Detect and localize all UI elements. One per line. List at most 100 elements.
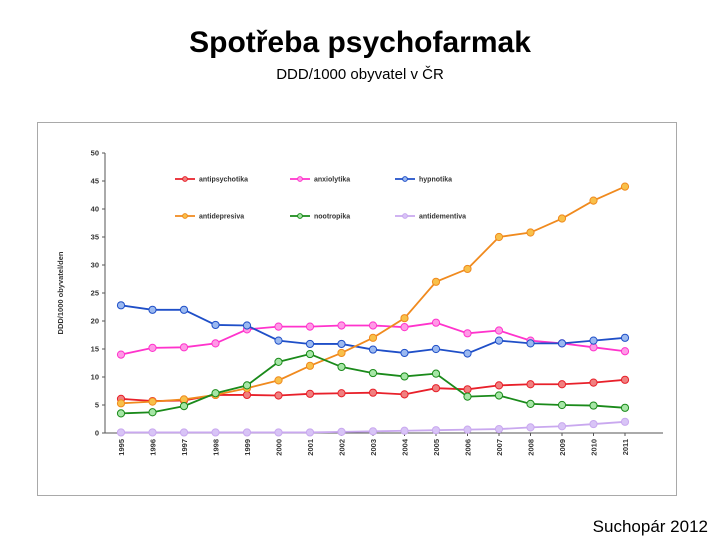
data-point-antipsychotika xyxy=(274,391,283,400)
data-point-hypnotika xyxy=(368,345,378,354)
chart-frame: 0 5 10 15 20 25 30 35 40 45 50 DDD/1000 obyvatel/de… xyxy=(37,122,677,496)
data-point-antidementiva xyxy=(589,419,598,429)
x-tick-label: 1998 xyxy=(212,439,221,456)
data-point-anxiolytika xyxy=(431,318,441,327)
data-point-hypnotika xyxy=(526,339,535,348)
data-point-antidepresiva xyxy=(494,232,504,242)
data-point-nootropika xyxy=(211,389,220,398)
y-tick-label: 50 xyxy=(91,149,99,158)
data-point-antipsychotika xyxy=(526,380,535,389)
data-point-antidepresiva xyxy=(368,333,378,342)
data-point-antidepresiva xyxy=(274,376,283,385)
data-point-nootropika xyxy=(431,369,441,378)
data-point-antidepresiva xyxy=(463,264,472,274)
data-point-antidepresiva xyxy=(116,399,126,408)
legend-label-anxiolytika: anxiolytika xyxy=(314,177,350,184)
data-point-antidepresiva xyxy=(431,277,441,286)
data-point-anxiolytika xyxy=(148,343,157,352)
data-point-antidementiva xyxy=(148,428,157,437)
data-point-nootropika xyxy=(179,402,189,411)
data-point-antipsychotika xyxy=(589,378,598,387)
x-tick-label: 2001 xyxy=(306,439,315,456)
legend-label-antipsychotika: antipsychotika xyxy=(199,177,248,184)
legend-marker-anxiolytika xyxy=(297,176,303,182)
x-tick-label: 2004 xyxy=(401,438,410,456)
x-tick-label: 1997 xyxy=(180,439,189,456)
data-point-antipsychotika xyxy=(620,375,630,384)
y-tick-label: 35 xyxy=(91,233,99,242)
data-point-nootropika xyxy=(557,400,567,410)
y-tick-label: 15 xyxy=(91,345,99,354)
data-point-antidementiva xyxy=(620,417,630,426)
x-tick-label: 2000 xyxy=(275,439,284,456)
data-point-antidepresiva xyxy=(620,182,630,191)
y-tick-label: 10 xyxy=(91,373,99,382)
data-point-anxiolytika xyxy=(400,323,409,332)
x-tick-label: 2008 xyxy=(527,439,536,456)
data-point-antidementiva xyxy=(274,428,283,437)
x-tick-label: 2009 xyxy=(558,439,567,456)
data-point-antidepresiva xyxy=(557,214,567,223)
data-point-anxiolytika xyxy=(494,326,504,335)
x-tick-label: 1995 xyxy=(117,439,126,456)
data-point-anxiolytika xyxy=(620,347,630,356)
legend-marker-hypnotika xyxy=(402,176,408,182)
footer-credit: Suchopár 2012 xyxy=(592,517,708,536)
data-point-antidementiva xyxy=(337,427,346,436)
data-point-nootropika xyxy=(305,349,315,359)
data-point-hypnotika xyxy=(116,301,126,310)
data-point-antidementiva xyxy=(305,428,315,437)
x-tick-label: 2005 xyxy=(432,439,441,456)
data-point-antidementiva xyxy=(179,428,189,437)
data-point-anxiolytika xyxy=(116,350,126,359)
data-point-anxiolytika xyxy=(368,321,378,330)
data-point-antipsychotika xyxy=(463,385,472,394)
x-tick-label: 1996 xyxy=(149,439,158,456)
data-point-antidementiva xyxy=(116,428,126,437)
data-point-hypnotika xyxy=(179,305,189,314)
data-point-hypnotika xyxy=(494,336,504,345)
data-point-antidementiva xyxy=(400,426,409,435)
y-tick-label: 20 xyxy=(91,317,99,326)
x-tick-label: 1999 xyxy=(243,439,252,456)
data-point-nootropika xyxy=(274,357,283,366)
data-point-antipsychotika xyxy=(337,389,346,398)
y-tick-label: 0 xyxy=(95,429,99,438)
data-point-nootropika xyxy=(526,399,535,408)
line-chart: 0 5 10 15 20 25 30 35 40 45 50 DDD/1000 obyvatel/de… xyxy=(56,149,663,456)
data-point-hypnotika xyxy=(148,305,157,314)
data-point-anxiolytika xyxy=(337,321,346,330)
y-tick-label: 25 xyxy=(91,289,99,298)
data-point-antidementiva xyxy=(557,422,567,431)
data-point-hypnotika xyxy=(274,336,283,345)
data-point-nootropika xyxy=(620,403,630,412)
data-point-antidepresiva xyxy=(589,196,598,205)
x-tick-label: 2010 xyxy=(590,439,599,456)
data-point-anxiolytika xyxy=(179,343,189,352)
x-tick-label: 2002 xyxy=(338,439,347,456)
data-point-antidementiva xyxy=(242,428,252,437)
legend-label-hypnotika: hypnotika xyxy=(419,177,452,184)
data-point-antipsychotika xyxy=(368,388,378,397)
y-tick-label: 40 xyxy=(91,205,99,214)
data-point-hypnotika xyxy=(620,333,630,342)
data-point-antipsychotika xyxy=(494,381,504,390)
data-point-hypnotika xyxy=(242,321,252,330)
slide-subtitle: DDD/1000 obyvatel v ČR xyxy=(276,66,444,83)
data-point-antipsychotika xyxy=(431,384,441,393)
legend-marker-antidementiva xyxy=(402,213,408,219)
legend-label-antidementiva: antidementiva xyxy=(419,214,466,221)
data-point-antipsychotika xyxy=(242,390,252,400)
data-point-nootropika xyxy=(589,401,598,410)
data-point-antipsychotika xyxy=(400,390,409,399)
data-point-antidementiva xyxy=(494,424,504,434)
legend-label-antidepresiva: antidepresiva xyxy=(199,214,244,221)
data-point-antidementiva xyxy=(463,425,472,434)
data-point-hypnotika xyxy=(589,336,598,345)
legend-label-nootropika: nootropika xyxy=(314,214,350,221)
data-point-nootropika xyxy=(148,408,157,417)
data-point-anxiolytika xyxy=(274,322,283,331)
data-point-antidepresiva xyxy=(526,228,535,237)
slide-title: Spotřeba psychofarmak xyxy=(189,26,531,59)
data-point-nootropika xyxy=(116,409,126,418)
